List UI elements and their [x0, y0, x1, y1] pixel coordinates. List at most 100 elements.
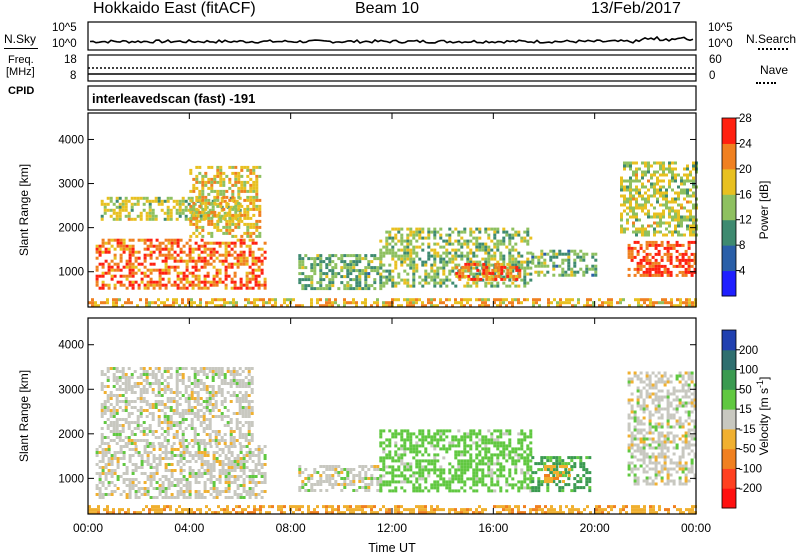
noise-left-label: N.Sky: [4, 32, 37, 46]
x-tick-label: 08:00: [276, 521, 306, 535]
heatmap-region: [95, 445, 267, 499]
noise-tick-right-bottom: 10^0: [708, 38, 733, 50]
heatmap-region: [455, 262, 522, 281]
power-heatmap: [88, 161, 698, 308]
cpid-panel-frame: [87, 85, 697, 111]
cpid-label: CPID: [8, 85, 35, 97]
noise-right-dotted: [758, 48, 788, 50]
heatmap-region: [298, 465, 383, 492]
colorbar-tick-label: -200: [739, 483, 762, 495]
y-tick-label: 2000: [58, 429, 84, 441]
heatmap-region: [88, 298, 697, 308]
power-colorbar: 4 8 12 16 20 24 28: [721, 113, 752, 297]
power-y-axis: 1000 2000 3000 4000: [58, 134, 696, 279]
cpid-text: interleavedscan (fast) -191: [92, 91, 256, 106]
noise-tick-left-bottom: 10^0: [52, 38, 77, 50]
velocity-ylabel: Slant Range [km]: [17, 370, 31, 462]
noise-panel-frame: [87, 21, 697, 51]
x-tick-label: 00:00: [681, 521, 711, 535]
noise-right-label: N.Search: [746, 32, 797, 46]
colorbar-frame: [721, 329, 737, 509]
colorbar-tick-label: 20: [739, 164, 752, 176]
colorbar-swatch: [722, 369, 736, 390]
colorbar-swatch: [722, 219, 736, 246]
colorbar-swatch: [722, 468, 736, 489]
velocity-y-axis: 1000 2000 3000 4000: [58, 340, 696, 485]
colorbar-frame: [721, 117, 737, 297]
colorbar-tick-label: 24: [739, 138, 752, 150]
colorbar-tick-label: -15: [739, 424, 756, 436]
heatmap-region: [544, 465, 571, 483]
velocity-colorbar: 200 100 50 15 -15 -50 -100 -200: [721, 329, 762, 509]
velocity-colorbar-label: Velocity [m s-1]: [755, 377, 771, 456]
colorbar-tick-label: 16: [739, 189, 752, 201]
y-tick-label: 2000: [58, 223, 84, 235]
colorbar-swatch: [722, 143, 736, 170]
colorbar-swatch: [722, 118, 736, 144]
colorbar-swatch: [722, 409, 736, 430]
velocity-heatmap: [88, 367, 697, 515]
x-tick-label: 04:00: [174, 521, 204, 535]
colorbar-swatch: [722, 270, 736, 297]
colorbar-tick-label: 15: [739, 404, 752, 416]
heatmap-region: [531, 249, 598, 277]
colorbar-tick-label: 8: [739, 240, 745, 252]
heatmap-region: [620, 161, 698, 237]
nave-label: Nave: [760, 63, 789, 77]
freq-tick-right-bottom: 0: [709, 70, 716, 82]
nave-dotted: [756, 82, 776, 84]
colorbar-tick-label: 50: [739, 384, 752, 396]
colorbar-swatch: [722, 389, 736, 410]
x-tick-label: 00:00: [73, 521, 103, 535]
colorbar-tick-label: 28: [739, 113, 752, 125]
freq-tick-left-bottom: 8: [70, 70, 77, 82]
power-ylabel: Slant Range [km]: [17, 164, 31, 256]
heatmap-region: [100, 367, 254, 445]
colorbar-swatch: [722, 330, 736, 351]
heatmap-region: [379, 429, 533, 493]
noise-trace: [89, 35, 694, 44]
heatmap-region: [298, 254, 383, 291]
velocity-x-axis: 00:00 04:00 08:00 12:00 16:00 20:00 00:00: [73, 318, 711, 535]
colorbar-swatch: [722, 245, 736, 272]
freq-tick-right-top: 60: [709, 54, 722, 66]
heatmap-region: [627, 240, 697, 277]
x-tick-label: 16:00: [478, 521, 508, 535]
x-axis-label: Time UT: [368, 541, 416, 554]
x-tick-label: 20:00: [580, 521, 610, 535]
colorbar-swatch: [722, 428, 736, 450]
noise-tick-left-top: 10^5: [52, 22, 77, 34]
colorbar-tick-label: -50: [739, 444, 756, 456]
colorbar-swatch: [722, 349, 736, 371]
colorbar-swatch: [722, 448, 736, 469]
heatmap-region: [88, 505, 697, 515]
heatmap-region: [95, 238, 267, 290]
colorbar-swatch: [722, 488, 736, 509]
y-tick-label: 4000: [58, 134, 84, 146]
station-title: Hokkaido East (fitACF): [93, 0, 256, 17]
y-tick-label: 3000: [58, 384, 84, 396]
heatmap-region: [189, 165, 262, 238]
y-tick-label: 1000: [58, 267, 84, 279]
colorbar-tick-label: 12: [739, 215, 752, 227]
beam-title: Beam 10: [355, 0, 420, 17]
date-title: 13/Feb/2017: [591, 0, 681, 17]
colorbar-swatch: [722, 194, 736, 221]
noise-tick-right-top: 10^5: [708, 22, 733, 34]
colorbar-tick-label: 200: [739, 345, 758, 357]
power-x-axis: [87, 113, 697, 307]
colorbar-tick-label: -100: [739, 463, 762, 475]
y-tick-label: 3000: [58, 179, 84, 191]
colorbar-tick-label: 4: [739, 266, 746, 278]
y-tick-label: 1000: [58, 473, 84, 485]
power-colorbar-label: Power [dB]: [757, 181, 771, 240]
colorbar-tick-label: 100: [739, 365, 758, 377]
x-tick-label: 12:00: [377, 521, 407, 535]
freq-left-label-1: Freq.: [8, 54, 34, 66]
y-tick-label: 4000: [58, 340, 84, 352]
noise-left-underline: [4, 48, 38, 49]
heatmap-region: [379, 227, 533, 288]
heatmap-region: [627, 371, 697, 486]
freq-tick-left-top: 18: [64, 54, 77, 66]
